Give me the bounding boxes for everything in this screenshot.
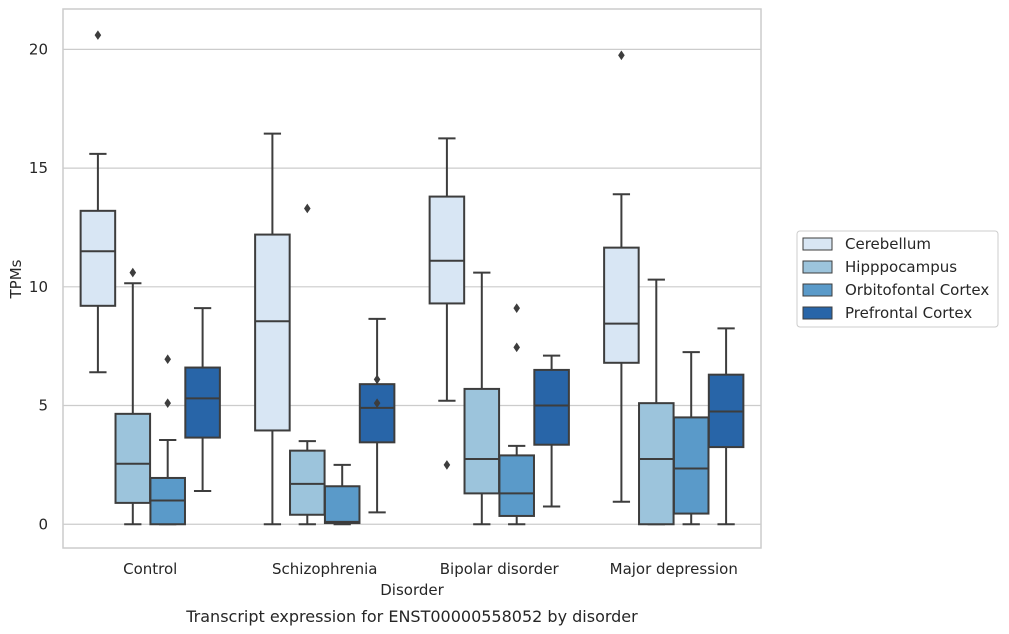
box-iqr <box>323 485 361 525</box>
box-element <box>463 271 501 526</box>
box-element <box>672 351 710 526</box>
outlier-point <box>513 342 520 353</box>
box-element <box>603 50 640 503</box>
x-axis-label: Disorder <box>380 581 444 599</box>
y-tick-label: 5 <box>38 397 48 415</box>
legend-swatch <box>802 237 833 251</box>
box-element <box>533 354 570 508</box>
chart-caption: Transcript expression for ENST0000055805… <box>185 607 638 626</box>
y-tick-label: 10 <box>29 278 48 296</box>
y-tick-labels: 0 5 10 15 20 <box>29 40 48 533</box>
outlier-point <box>129 267 137 278</box>
outlier-point <box>373 398 381 408</box>
box-element <box>114 267 152 526</box>
legend-frame <box>796 230 999 328</box>
box-iqr <box>463 387 501 495</box>
outlier-point <box>164 398 171 408</box>
box-iqr <box>638 402 675 526</box>
box-element <box>638 278 675 526</box>
box-iqr <box>184 366 221 439</box>
series-group <box>149 303 710 526</box>
legend-swatch <box>802 306 833 320</box>
legend-entries: Cerebellum Hipppocampus Orbitofontal Corte… <box>802 235 989 322</box>
box-iqr <box>254 233 291 432</box>
series-group <box>184 307 745 526</box>
box-element <box>323 463 361 526</box>
x-tick-labels: Control Schizophrenia Bipolar disorder Majo… <box>123 560 738 578</box>
legend-label: Prefrontal Cortex <box>845 304 972 322</box>
outlier-point <box>304 203 311 214</box>
box-iqr <box>358 383 396 444</box>
box-iqr <box>672 416 710 515</box>
box-iqr <box>114 412 152 504</box>
y-tick-label: 0 <box>38 515 48 533</box>
box-element <box>428 137 466 470</box>
box-series <box>79 30 745 526</box>
y-axis-label: TPMs <box>7 259 25 299</box>
box-element <box>358 317 396 514</box>
x-tick-label: Major depression <box>610 560 738 578</box>
series-group <box>114 203 675 526</box>
box-iqr <box>289 449 326 516</box>
series-group <box>79 30 640 526</box>
box-iqr <box>603 246 640 364</box>
x-tick-label: Schizophrenia <box>272 560 377 578</box>
outlier-point <box>513 303 520 313</box>
legend-label: Hipppocampus <box>845 258 957 276</box>
box-element <box>254 132 291 526</box>
box-element <box>79 30 117 374</box>
legend-label: Orbitofontal Cortex <box>845 281 989 299</box>
box-iqr <box>533 368 570 446</box>
box-element <box>289 203 326 526</box>
outlier-point <box>164 354 171 365</box>
box-iqr <box>498 454 535 517</box>
box-iqr <box>428 195 466 305</box>
box-element <box>149 354 186 526</box>
x-tick-label: Bipolar disorder <box>440 560 560 578</box>
legend-swatch <box>802 283 833 297</box>
box-element <box>184 307 221 493</box>
legend-label: Cerebellum <box>845 235 931 253</box>
outlier-point <box>443 460 451 470</box>
x-tick-label: Control <box>123 560 177 578</box>
box-element <box>707 327 745 526</box>
outlier-point <box>373 374 381 385</box>
box-element <box>498 303 535 526</box>
y-tick-label: 20 <box>29 40 48 58</box>
box-iqr <box>79 209 117 307</box>
legend-swatch <box>802 260 833 274</box>
y-tick-label: 15 <box>29 159 48 177</box>
legend: Cerebellum Hipppocampus Orbitofontal Corte… <box>796 230 999 328</box>
outlier-point <box>618 50 625 61</box>
outlier-point <box>94 30 102 40</box>
